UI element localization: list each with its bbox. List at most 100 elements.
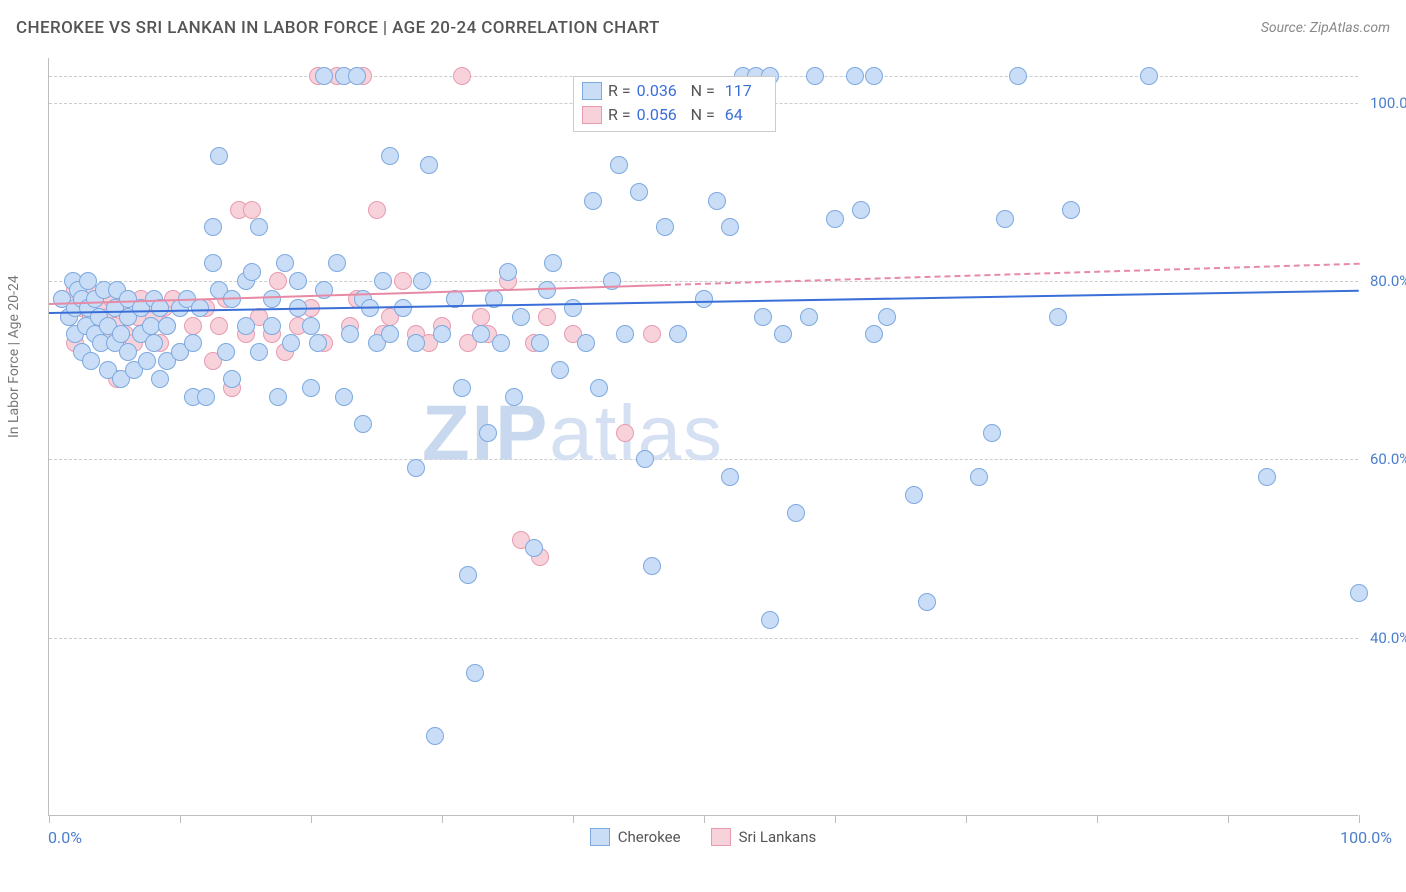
x-tick: [442, 815, 443, 823]
x-tick: [966, 815, 967, 823]
data-point-cherokee: [243, 263, 261, 281]
data-point-cherokee: [852, 201, 870, 219]
data-point-cherokee: [374, 272, 392, 290]
data-point-cherokee: [263, 317, 281, 335]
legend-label-srilankan: Sri Lankans: [739, 828, 817, 846]
data-point-cherokee: [846, 67, 864, 85]
data-point-cherokee: [636, 450, 654, 468]
data-point-cherokee: [721, 468, 739, 486]
chart-title: CHEROKEE VS SRI LANKAN IN LABOR FORCE | …: [16, 18, 660, 38]
data-point-cherokee: [492, 334, 510, 352]
y-tick-label: 80.0%: [1362, 272, 1406, 290]
stat-n-value: 117: [721, 81, 765, 100]
y-tick-label: 100.0%: [1362, 94, 1406, 112]
stat-n-value: 64: [721, 105, 765, 124]
data-point-cherokee: [1140, 67, 1158, 85]
data-point-cherokee: [800, 308, 818, 326]
data-point-cherokee: [479, 424, 497, 442]
data-point-cherokee: [918, 593, 936, 611]
data-point-cherokee: [761, 611, 779, 629]
data-point-sri_lankan: [269, 272, 287, 290]
data-point-sri_lankan: [368, 201, 386, 219]
data-point-cherokee: [695, 290, 713, 308]
data-point-cherokee: [433, 325, 451, 343]
y-tick-label: 60.0%: [1362, 450, 1406, 468]
data-point-cherokee: [774, 325, 792, 343]
data-point-cherokee: [302, 317, 320, 335]
x-tick: [49, 815, 50, 823]
data-point-cherokee: [276, 254, 294, 272]
data-point-cherokee: [302, 379, 320, 397]
swatch-sri_lankan: [582, 106, 602, 124]
gridline: [49, 459, 1358, 460]
data-point-cherokee: [459, 566, 477, 584]
data-point-cherokee: [263, 290, 281, 308]
data-point-cherokee: [669, 325, 687, 343]
data-point-sri_lankan: [210, 317, 228, 335]
legend-item-srilankan: Sri Lankans: [711, 828, 817, 846]
data-point-cherokee: [970, 468, 988, 486]
data-point-cherokee: [354, 415, 372, 433]
data-point-cherokee: [420, 156, 438, 174]
data-point-cherokee: [466, 664, 484, 682]
data-point-sri_lankan: [616, 424, 634, 442]
data-point-sri_lankan: [538, 308, 556, 326]
title-bar: CHEROKEE VS SRI LANKAN IN LABOR FORCE | …: [16, 18, 1390, 38]
data-point-cherokee: [787, 504, 805, 522]
data-point-cherokee: [82, 352, 100, 370]
data-point-cherokee: [453, 379, 471, 397]
stat-r-label: R =: [608, 81, 631, 100]
data-point-cherokee: [656, 218, 674, 236]
data-point-cherokee: [191, 299, 209, 317]
data-point-cherokee: [112, 325, 130, 343]
data-point-cherokee: [584, 192, 602, 210]
correlation-stats-box: R =0.036 N = 117R =0.056 N = 64: [573, 76, 776, 132]
data-point-cherokee: [505, 388, 523, 406]
data-point-cherokee: [282, 334, 300, 352]
data-point-cherokee: [643, 557, 661, 575]
data-point-cherokee: [551, 361, 569, 379]
x-tick: [573, 815, 574, 823]
data-point-cherokee: [413, 272, 431, 290]
data-point-cherokee: [289, 272, 307, 290]
data-point-cherokee: [348, 67, 366, 85]
legend-item-cherokee: Cherokee: [590, 828, 681, 846]
x-tick: [180, 815, 181, 823]
stat-r-label: R =: [608, 105, 631, 124]
data-point-cherokee: [184, 334, 202, 352]
data-point-cherokee: [1049, 308, 1067, 326]
x-tick: [835, 815, 836, 823]
data-point-cherokee: [564, 299, 582, 317]
data-point-cherokee: [590, 379, 608, 397]
data-point-cherokee: [151, 370, 169, 388]
data-point-cherokee: [223, 370, 241, 388]
data-point-cherokee: [328, 254, 346, 272]
stats-row-cherokee: R =0.036 N = 117: [582, 79, 765, 103]
data-point-sri_lankan: [394, 272, 412, 290]
data-point-cherokee: [341, 325, 359, 343]
data-point-cherokee: [708, 192, 726, 210]
data-point-cherokee: [197, 388, 215, 406]
scatter-plot-area: 40.0%60.0%80.0%100.0%ZIPatlasR =0.036 N …: [48, 58, 1358, 816]
data-point-cherokee: [721, 218, 739, 236]
data-point-cherokee: [525, 539, 543, 557]
source-label: Source: ZipAtlas.com: [1261, 20, 1390, 36]
data-point-cherokee: [309, 334, 327, 352]
data-point-sri_lankan: [472, 308, 490, 326]
data-point-cherokee: [119, 343, 137, 361]
swatch-srilankan: [711, 828, 731, 846]
data-point-cherokee: [407, 334, 425, 352]
legend-label-cherokee: Cherokee: [618, 828, 681, 846]
data-point-cherokee: [1009, 67, 1027, 85]
data-point-sri_lankan: [184, 317, 202, 335]
gridline: [49, 638, 1358, 639]
data-point-cherokee: [616, 325, 634, 343]
data-point-cherokee: [335, 388, 353, 406]
data-point-cherokee: [407, 459, 425, 477]
data-point-cherokee: [426, 727, 444, 745]
data-point-cherokee: [905, 486, 923, 504]
data-point-cherokee: [204, 254, 222, 272]
data-point-sri_lankan: [643, 325, 661, 343]
data-point-cherokee: [269, 388, 287, 406]
stat-n-label: N =: [687, 105, 715, 124]
